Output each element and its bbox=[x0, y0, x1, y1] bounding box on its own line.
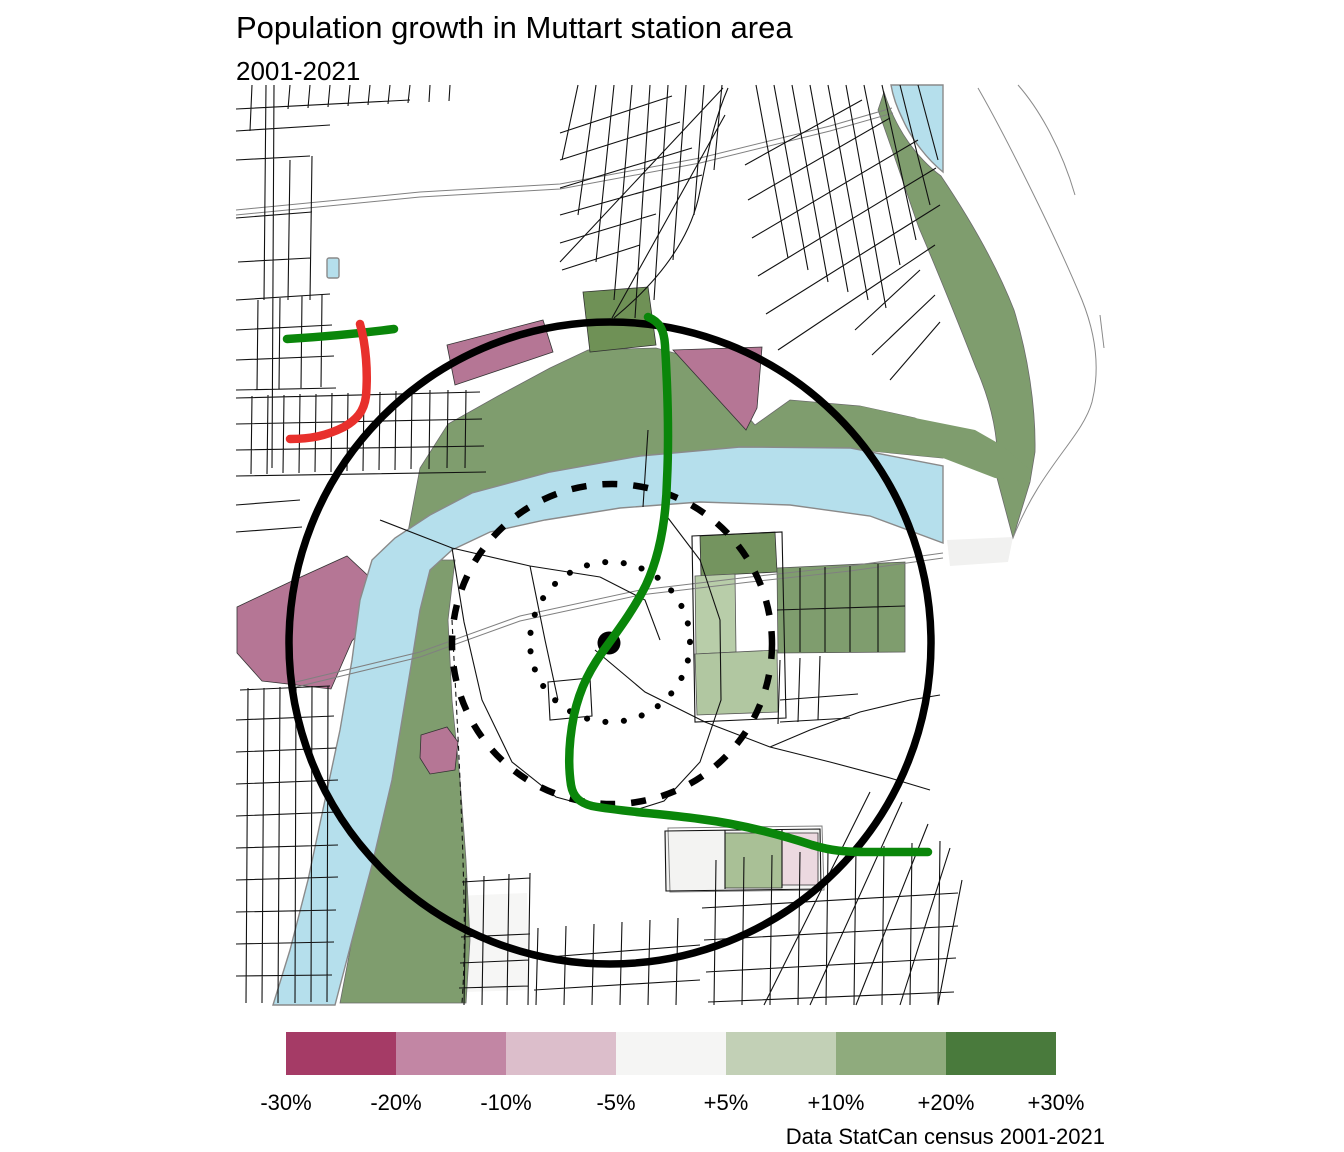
river bbox=[272, 84, 944, 1006]
growth-polygon-center-top bbox=[699, 531, 778, 577]
transit-lines bbox=[282, 312, 933, 857]
green-transit-line bbox=[565, 312, 933, 857]
outer-ring bbox=[285, 318, 935, 968]
legend-swatch bbox=[506, 1032, 616, 1075]
subtitle: 2001-2021 bbox=[236, 56, 361, 86]
red-transit-line bbox=[285, 319, 371, 444]
river-top-patch bbox=[890, 84, 944, 174]
distance-rings bbox=[285, 318, 935, 968]
middle-ring bbox=[448, 480, 776, 808]
legend-swatch bbox=[616, 1032, 726, 1075]
legend-label: +30% bbox=[1027, 1090, 1085, 1115]
inner-ring bbox=[527, 559, 693, 725]
river-main bbox=[272, 446, 944, 1006]
contour-lines bbox=[977, 84, 1105, 539]
legend-color-bar bbox=[286, 1032, 1056, 1075]
legend-swatch bbox=[946, 1032, 1056, 1075]
legend-swatch bbox=[286, 1032, 396, 1075]
pond bbox=[326, 257, 340, 279]
decline-polygon-west bbox=[236, 555, 392, 690]
decline-polygon-valley-small bbox=[419, 726, 459, 775]
legend-labels: -30% -20% -10% -5% +5% +10% +20% +30% bbox=[0, 1090, 1344, 1120]
legend-label: -30% bbox=[260, 1090, 312, 1115]
green-transit-line-northwest bbox=[282, 324, 399, 344]
legend-label: +5% bbox=[703, 1090, 749, 1115]
legend-label: +10% bbox=[807, 1090, 865, 1115]
valley-east-band bbox=[877, 90, 1036, 540]
legend-swatch bbox=[726, 1032, 836, 1075]
census-polygons bbox=[236, 286, 906, 889]
legend-label: -5% bbox=[596, 1090, 636, 1115]
legend-swatch bbox=[396, 1032, 506, 1075]
legend-swatch bbox=[836, 1032, 946, 1075]
valley-band-junction bbox=[860, 406, 1030, 482]
legend-label: +20% bbox=[917, 1090, 975, 1115]
page-title: Population growth in Muttart station are… bbox=[236, 10, 793, 45]
legend-label: -20% bbox=[370, 1090, 422, 1115]
caption: Data StatCan census 2001-2021 bbox=[785, 1124, 1105, 1149]
growth-polygon-bottom bbox=[724, 832, 783, 889]
legend-label: -10% bbox=[480, 1090, 532, 1115]
